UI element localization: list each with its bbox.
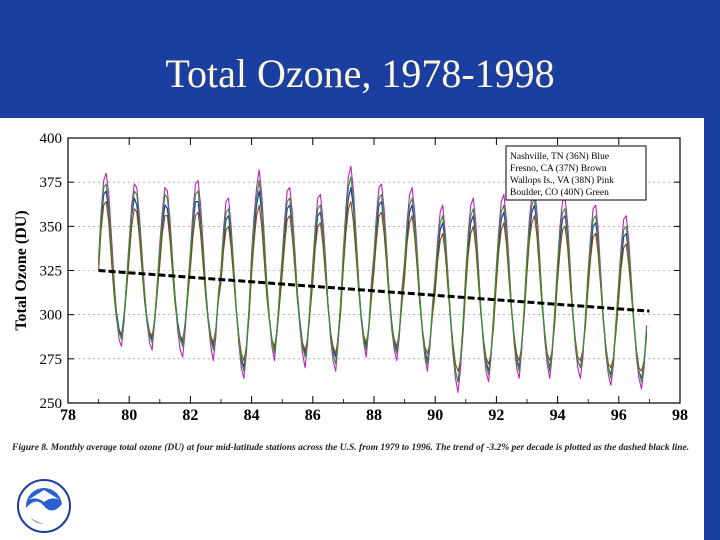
- x-tick-label: 86: [305, 407, 321, 424]
- x-tick-label: 94: [550, 407, 566, 424]
- slide-border-strip: [704, 118, 720, 540]
- legend-entry: Wallops Is., VA (38N) Pink: [510, 175, 614, 186]
- y-tick-label: 350: [40, 219, 63, 235]
- series-line-2: [98, 201, 648, 372]
- plot-frame: [67, 137, 681, 404]
- y-axis-label: Total Ozone (DU): [13, 210, 30, 330]
- slide-header: [0, 0, 720, 118]
- noaa-logo-wave: [26, 501, 62, 525]
- x-tick-label: 82: [182, 407, 198, 424]
- x-tick-label: 98: [672, 407, 688, 424]
- legend-entry: Boulder, CO (40N) Green: [510, 187, 609, 198]
- x-tick-label: 88: [366, 407, 382, 424]
- noaa-logo-bird: [28, 490, 60, 502]
- x-tick-label: 84: [244, 407, 260, 424]
- y-tick-label: 250: [40, 396, 63, 412]
- x-tick-label: 78: [60, 407, 76, 424]
- y-tick-label: 400: [40, 131, 63, 147]
- ozone-chart: 250 275 300 325 350 375 400 78 80 82 84 86 88 90 92 94 9…: [13, 131, 688, 424]
- trend-line: [98, 269, 650, 313]
- y-tick-label: 375: [40, 175, 63, 191]
- y-tick-label: 275: [40, 352, 63, 368]
- y-tick-label: 300: [40, 308, 63, 324]
- legend-entry: Fresno, CA (37N) Brown: [510, 163, 607, 174]
- x-tick-label: 96: [611, 407, 627, 424]
- x-tick-label: 80: [121, 407, 137, 424]
- figure-caption: Figure 8. Monthly average total ozone (D…: [12, 443, 690, 453]
- x-tick-label: 90: [427, 407, 443, 424]
- noaa-logo: [17, 479, 71, 533]
- legend-entry: Nashville, TN (36N) Blue: [510, 151, 609, 162]
- y-tick-label: 325: [40, 264, 63, 280]
- series-line-4: [98, 176, 648, 383]
- legend-box: [505, 145, 647, 201]
- slide-title: Total Ozone, 1978-1998: [165, 51, 555, 96]
- x-tick-label: 92: [488, 407, 504, 424]
